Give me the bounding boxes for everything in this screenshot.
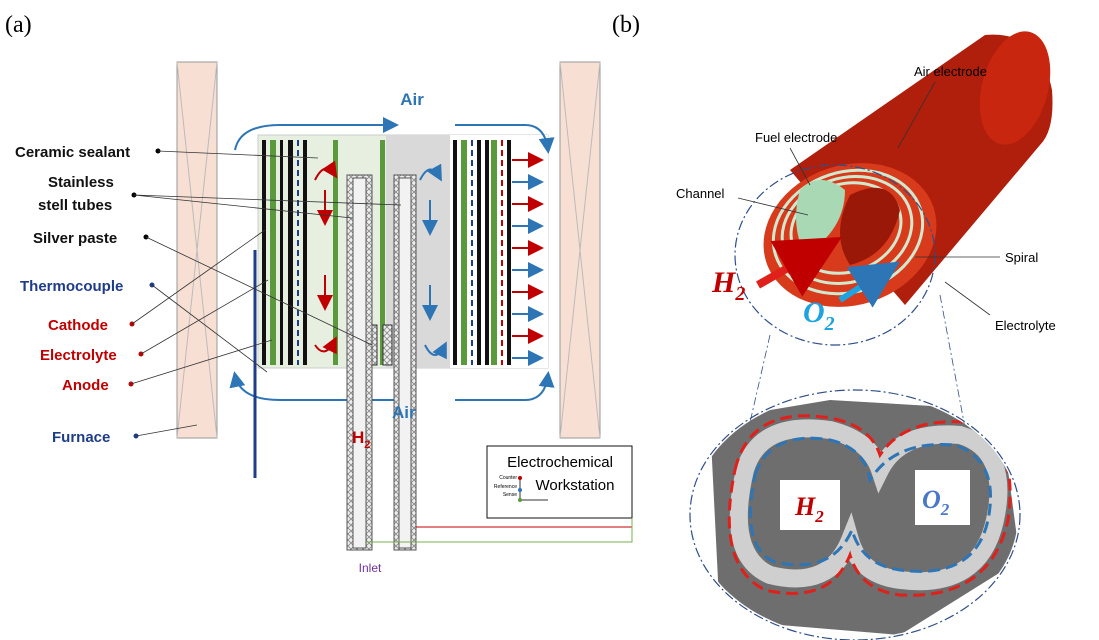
callout: Thermocouple <box>20 278 123 295</box>
gas-sub: 2 <box>940 500 950 519</box>
gas-sub: 2 <box>734 283 745 305</box>
callout: Furnace <box>52 429 110 446</box>
workstation-label: Electrochemical <box>507 454 613 471</box>
callout: Ceramic sealant <box>15 144 130 161</box>
tube-label: Air <box>392 403 416 422</box>
figure: (a) <box>0 0 1099 640</box>
callout: Channel <box>676 186 725 201</box>
callout: Electrolyte <box>995 318 1056 333</box>
terminal-label: Sense <box>503 492 517 498</box>
gas-main: O <box>803 296 825 329</box>
tube-label-sub: 2 <box>364 439 370 451</box>
callout: Silver paste <box>33 230 117 247</box>
panel-label: (a) <box>5 12 32 38</box>
callout: Anode <box>62 377 109 394</box>
inlet-label: Inlet <box>359 561 382 575</box>
gas-sub: 2 <box>814 507 824 526</box>
tube-label-main: H <box>352 428 364 447</box>
air-flow-label: Air <box>400 90 424 109</box>
panel-label: (b) <box>612 12 640 38</box>
gas-label: H2 <box>711 266 745 305</box>
gas-sub: 2 <box>824 313 835 335</box>
callout: stell tubes <box>38 197 112 214</box>
callout: Stainless <box>48 174 114 191</box>
callout: Fuel electrode <box>755 130 837 145</box>
callout: Electrolyte <box>40 347 117 364</box>
micrograph <box>690 390 1020 640</box>
callout: Spiral <box>1005 250 1038 265</box>
terminal-label: Counter <box>499 475 517 481</box>
callout: Air electrode <box>914 64 987 79</box>
gas-main: O <box>922 485 941 514</box>
spiral-cell <box>745 23 1062 328</box>
workstation-label: Workstation <box>536 477 615 494</box>
callout: Cathode <box>48 317 108 334</box>
gas-main: H <box>711 266 737 299</box>
gas-main: H <box>794 492 816 521</box>
terminal-label: Reference <box>494 484 517 490</box>
